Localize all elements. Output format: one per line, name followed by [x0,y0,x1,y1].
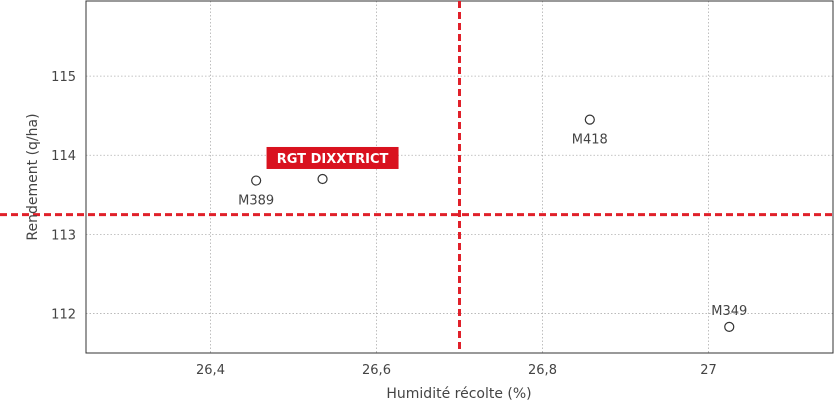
grid-lines [86,1,833,353]
reference-lines [0,1,834,353]
point-label: M418 [572,133,608,148]
y-axis-title: Rendement (q/ha) [25,113,41,240]
data-points: M389 RGT DIXXTRICT M418 M349 [238,114,747,332]
x-tick-label: 26,4 [196,363,225,378]
highlight-point-label: RGT DIXXTRICT [277,152,389,167]
point-label: M349 [711,304,747,319]
x-tick-label: 26,8 [528,363,557,378]
x-tick-label: 27 [700,363,717,378]
y-tick-label: 115 [51,70,76,85]
data-point [317,173,328,185]
point-label: M389 [238,194,274,209]
highlight-label-background [266,146,399,169]
tick-labels: 26,4 26,6 26,8 27 112 113 114 115 [51,70,717,378]
y-tick-label: 113 [51,228,76,243]
y-tick-label: 114 [51,149,76,164]
data-point [584,114,595,125]
x-tick-label: 26,6 [362,363,391,378]
y-tick-label: 112 [51,307,76,322]
data-point [724,321,735,332]
data-point [251,175,262,186]
x-axis-title: Humidité récolte (%) [386,386,531,402]
